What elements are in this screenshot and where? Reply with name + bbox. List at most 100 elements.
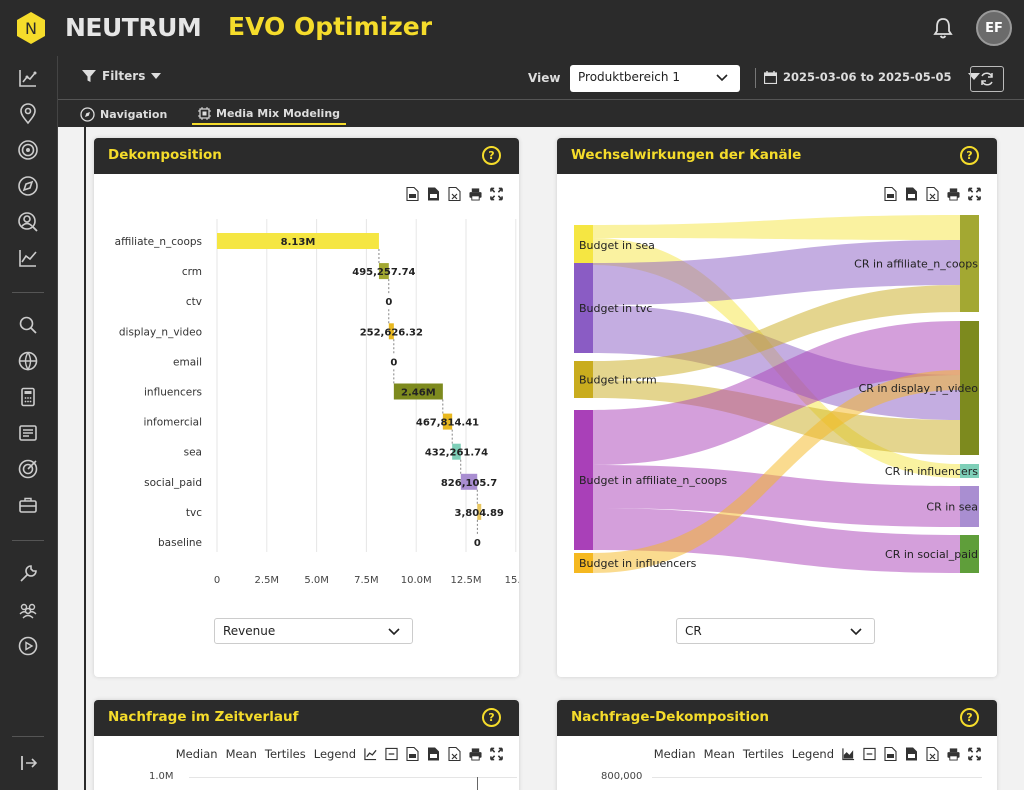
help-icon[interactable]: ? xyxy=(960,146,979,165)
trend-chart-icon[interactable] xyxy=(17,247,39,269)
decomposition-metric-select[interactable]: Revenue xyxy=(214,618,413,644)
tab-navigation[interactable]: Navigation xyxy=(74,104,173,125)
category-label: affiliate_n_coops xyxy=(115,236,202,248)
toggle-tertiles[interactable]: Tertiles xyxy=(264,747,306,761)
chart-toolbar xyxy=(406,187,503,201)
sidebar-divider xyxy=(12,736,44,737)
tab-media-mix-modeling[interactable]: Media Mix Modeling xyxy=(192,104,347,125)
search-icon[interactable] xyxy=(17,314,39,336)
area-chart-icon[interactable] xyxy=(842,747,855,761)
waterfall-bar xyxy=(460,473,478,490)
export-png-icon[interactable] xyxy=(884,747,897,761)
analytics-icon[interactable] xyxy=(17,67,39,89)
sankey-target-label: CR in display_n_video xyxy=(859,382,979,395)
help-icon[interactable]: ? xyxy=(482,146,501,165)
line-chart-icon[interactable] xyxy=(364,747,377,761)
refresh-button[interactable] xyxy=(970,66,1004,92)
brand-name: NEUTRUM xyxy=(65,13,202,42)
demand-decomposition-card: Nachfrage-Dekomposition ? Median Mean Te… xyxy=(557,700,997,790)
interactions-metric-select[interactable]: CR xyxy=(676,618,875,644)
y-axis-top-label: 1.0M xyxy=(149,771,174,782)
collapse-icon[interactable] xyxy=(385,747,398,761)
collapse-icon[interactable] xyxy=(863,747,876,761)
print-icon[interactable] xyxy=(469,187,482,201)
fullscreen-icon[interactable] xyxy=(490,747,503,761)
waterfall-bar xyxy=(442,413,453,430)
globe-icon[interactable] xyxy=(17,350,39,372)
export-pdf-icon[interactable] xyxy=(427,747,440,761)
location-pin-icon[interactable] xyxy=(17,103,39,125)
wrench-icon[interactable] xyxy=(17,563,39,585)
toggle-legend[interactable]: Legend xyxy=(791,747,834,761)
target-icon[interactable] xyxy=(17,139,39,161)
x-tick-label: 10.0M xyxy=(401,575,432,584)
play-circle-icon[interactable] xyxy=(17,635,39,657)
fullscreen-icon[interactable] xyxy=(968,187,981,201)
toggle-median[interactable]: Median xyxy=(175,747,218,761)
export-excel-icon[interactable] xyxy=(926,187,939,201)
notification-bell-icon[interactable] xyxy=(932,16,954,40)
sankey-target-node xyxy=(960,464,979,478)
toggle-mean[interactable]: Mean xyxy=(703,747,735,761)
export-excel-icon[interactable] xyxy=(448,187,461,201)
demand-decomp-card-header: Nachfrage-Dekomposition ? xyxy=(557,700,997,736)
category-label: display_n_video xyxy=(119,326,202,338)
sankey-source-label: Budget in crm xyxy=(579,374,657,387)
export-excel-icon[interactable] xyxy=(926,747,939,761)
collapse-sidebar-icon[interactable] xyxy=(17,752,39,774)
help-icon[interactable]: ? xyxy=(960,708,979,727)
export-pdf-icon[interactable] xyxy=(427,187,440,201)
export-excel-icon[interactable] xyxy=(448,747,461,761)
briefcase-icon[interactable] xyxy=(17,494,39,516)
axis-line xyxy=(477,777,478,790)
fullscreen-icon[interactable] xyxy=(968,747,981,761)
filters-button[interactable]: Filters xyxy=(82,69,162,83)
sankey-target-label: CR in affiliate_n_coops xyxy=(854,258,978,271)
sankey-source-node xyxy=(574,553,593,573)
export-png-icon[interactable] xyxy=(406,187,419,201)
toggle-tertiles[interactable]: Tertiles xyxy=(742,747,784,761)
export-png-icon[interactable] xyxy=(406,747,419,761)
calculator-icon[interactable] xyxy=(17,386,39,408)
category-label: infomercial xyxy=(143,417,202,429)
user-avatar[interactable]: EF xyxy=(976,10,1012,46)
report-card-icon[interactable] xyxy=(17,422,39,444)
tab-bar: Navigation Media Mix Modeling xyxy=(58,100,1024,127)
toggle-legend[interactable]: Legend xyxy=(313,747,356,761)
chip-icon xyxy=(198,107,211,120)
export-pdf-icon[interactable] xyxy=(905,187,918,201)
view-select[interactable]: Produktbereich 1 xyxy=(570,65,740,92)
tab-navigation-label: Navigation xyxy=(100,108,168,121)
print-icon[interactable] xyxy=(947,747,960,761)
toggle-mean[interactable]: Mean xyxy=(225,747,257,761)
demand-over-time-card: Nachfrage im Zeitverlauf ? Median Mean T… xyxy=(94,700,519,790)
waterfall-bar xyxy=(217,233,379,249)
export-png-icon[interactable] xyxy=(884,187,897,201)
data-label: 252,626.32 xyxy=(360,327,423,338)
fullscreen-icon[interactable] xyxy=(490,187,503,201)
card-title: Dekomposition xyxy=(108,147,222,163)
sidebar xyxy=(0,56,58,790)
sankey-flow xyxy=(593,465,960,527)
goal-target-icon[interactable] xyxy=(17,458,39,480)
user-search-icon[interactable] xyxy=(17,211,39,233)
toggle-median[interactable]: Median xyxy=(653,747,696,761)
decomposition-card: Dekomposition ? 0 2.5M 5.0M 7.5M 10.0M 12.5M 1… xyxy=(94,138,519,677)
date-range-picker[interactable]: 2025-03-06 to 2025-05-05 xyxy=(764,70,980,84)
sidebar-divider xyxy=(12,540,44,541)
category-label: crm xyxy=(182,266,202,278)
help-icon[interactable]: ? xyxy=(482,708,501,727)
compass-icon[interactable] xyxy=(17,175,39,197)
chevron-down-icon xyxy=(850,628,862,636)
print-icon[interactable] xyxy=(947,187,960,201)
sankey-target-label: CR in social_paid xyxy=(885,548,978,561)
caret-down-icon xyxy=(151,72,162,79)
users-group-icon[interactable] xyxy=(17,599,39,621)
category-label: tvc xyxy=(186,507,202,519)
export-pdf-icon[interactable] xyxy=(905,747,918,761)
waterfall-bar xyxy=(477,503,482,520)
x-tick-label: 5.0M xyxy=(304,575,329,584)
interactions-card-header: Wechselwirkungen der Kanäle ? xyxy=(557,138,997,174)
data-label: 0 xyxy=(390,357,397,368)
print-icon[interactable] xyxy=(469,747,482,761)
